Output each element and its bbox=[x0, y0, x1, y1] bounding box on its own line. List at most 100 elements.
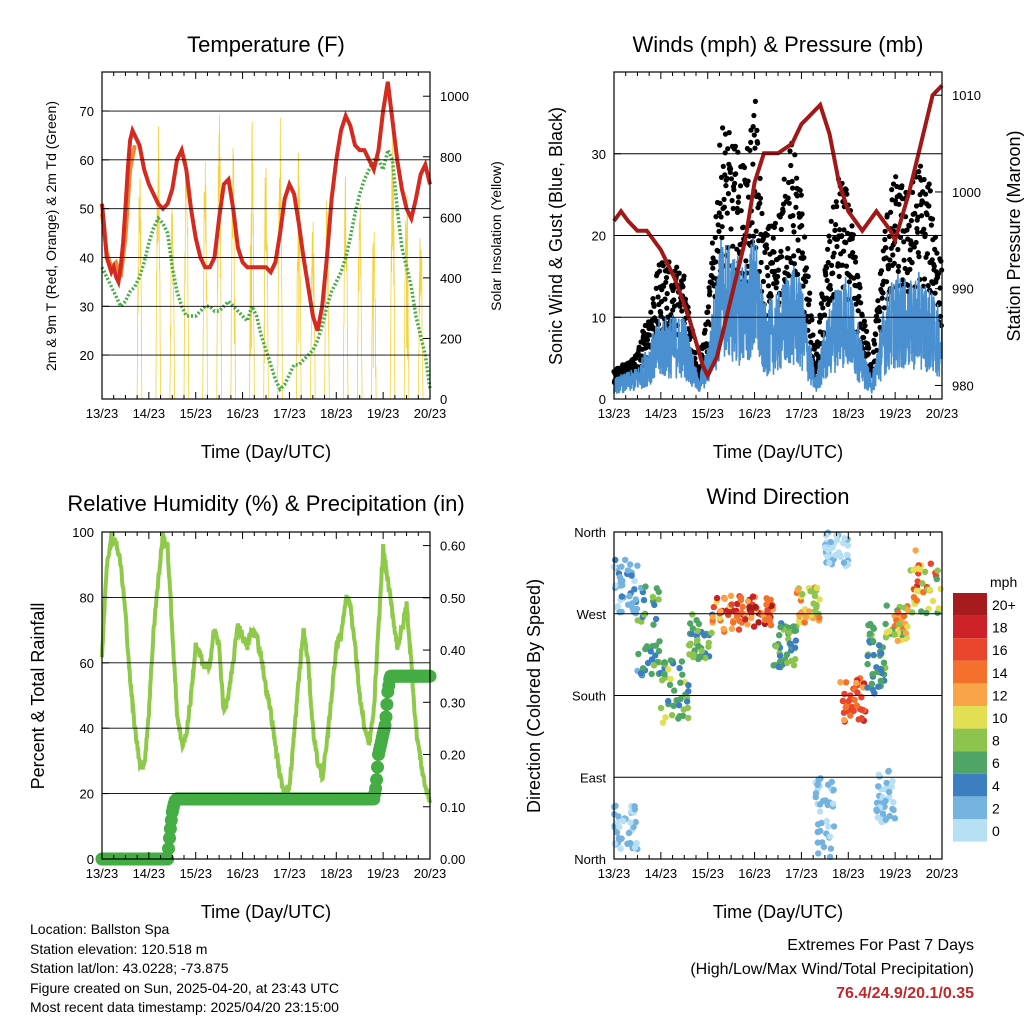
legend-title: mph bbox=[990, 574, 1017, 590]
direction-point bbox=[622, 556, 629, 564]
direction-point bbox=[900, 612, 908, 620]
gust-point bbox=[735, 199, 741, 205]
direction-point bbox=[624, 840, 631, 847]
direction-point bbox=[842, 679, 850, 686]
gust-point bbox=[715, 222, 721, 228]
direction-point bbox=[807, 588, 814, 595]
rh-ytick-label: 0 bbox=[87, 852, 94, 867]
location-text: Location: Ballston Spa bbox=[30, 921, 170, 937]
direction-point bbox=[625, 829, 633, 837]
direction-point bbox=[883, 629, 890, 636]
gust-point bbox=[843, 263, 850, 269]
gust-point bbox=[789, 178, 795, 184]
gust-point bbox=[809, 317, 815, 323]
gust-point bbox=[728, 176, 735, 182]
gust-point bbox=[921, 276, 928, 282]
winds-title: Winds (mph) & Pressure (mb) bbox=[633, 32, 924, 57]
direction-point bbox=[913, 587, 920, 594]
gust-point bbox=[893, 174, 899, 180]
direction-point bbox=[882, 797, 889, 805]
gust-point bbox=[857, 321, 864, 327]
gust-point bbox=[889, 187, 895, 193]
gust-point bbox=[712, 234, 718, 241]
gust-point bbox=[832, 227, 838, 233]
temperature-ylabel-right: Solar Insolation (Yellow) bbox=[488, 161, 504, 311]
gust-point bbox=[679, 308, 685, 314]
direction-point bbox=[840, 559, 848, 566]
direction-point bbox=[705, 639, 712, 646]
gust-point bbox=[791, 229, 797, 235]
gust-point bbox=[751, 233, 757, 239]
direction-xtick-label: 20/23 bbox=[926, 866, 959, 881]
wind-ytick-label: 20 bbox=[592, 229, 606, 244]
speed-legend: 20+ 18 16 14 12 10 8 6 4 2 0 bbox=[953, 593, 1016, 842]
gust-point bbox=[663, 279, 669, 285]
legend-swatch bbox=[953, 593, 987, 616]
direction-ytick-label: North bbox=[574, 852, 606, 867]
gust-point bbox=[876, 318, 882, 324]
direction-point bbox=[689, 611, 696, 618]
gust-point bbox=[895, 246, 901, 253]
direction-series bbox=[610, 529, 944, 861]
direction-point bbox=[921, 568, 929, 575]
direction-point bbox=[791, 644, 799, 651]
gust-point bbox=[909, 260, 915, 266]
direction-point bbox=[822, 532, 830, 539]
gust-point bbox=[919, 213, 925, 219]
direction-point bbox=[830, 800, 837, 807]
direction-point bbox=[868, 680, 876, 687]
temperature-xlabel: Time (Day/UTC) bbox=[201, 442, 331, 462]
created-text: Figure created on Sun, 2025-04-20, at 23… bbox=[30, 979, 339, 996]
direction-point bbox=[777, 623, 784, 631]
gust-point bbox=[710, 265, 716, 271]
gust-point bbox=[841, 227, 847, 233]
gust-point bbox=[856, 293, 862, 300]
direction-point bbox=[864, 660, 871, 668]
direction-point bbox=[882, 634, 890, 641]
gust-point bbox=[927, 188, 933, 194]
direction-point bbox=[820, 797, 827, 804]
gust-point bbox=[787, 255, 793, 261]
direction-point bbox=[786, 640, 793, 647]
direction-xtick-label: 17/23 bbox=[785, 866, 818, 881]
temp-xtick-label: 15/23 bbox=[179, 406, 212, 421]
direction-point bbox=[841, 690, 848, 698]
direction-point bbox=[803, 613, 810, 621]
gust-point bbox=[924, 251, 931, 257]
temp-ytick-label: 40 bbox=[80, 250, 94, 265]
precip-point bbox=[162, 842, 175, 856]
gust-point bbox=[762, 249, 768, 255]
direction-point bbox=[858, 706, 865, 713]
gust-point bbox=[651, 303, 657, 309]
direction-point bbox=[918, 608, 925, 615]
temp-xtick-label: 18/23 bbox=[320, 406, 353, 421]
gust-point bbox=[765, 283, 772, 289]
direction-point bbox=[626, 593, 633, 600]
rh-xtick-label: 17/23 bbox=[273, 866, 306, 881]
direction-point bbox=[678, 658, 686, 665]
temp-ytick-label: 50 bbox=[80, 202, 94, 217]
gust-point bbox=[803, 265, 810, 271]
recent-text: Most recent data timestamp: 2025/04/20 2… bbox=[30, 999, 339, 1015]
gust-point bbox=[915, 229, 921, 235]
gust-point bbox=[713, 214, 719, 220]
direction-point bbox=[926, 586, 934, 593]
gust-point bbox=[929, 257, 935, 263]
direction-point bbox=[709, 613, 716, 620]
gust-point bbox=[844, 191, 850, 197]
direction-point bbox=[667, 675, 674, 683]
gust-point bbox=[749, 220, 755, 226]
gust-point bbox=[926, 181, 932, 187]
gust-point bbox=[749, 239, 756, 245]
direction-point bbox=[683, 698, 691, 705]
gust-point bbox=[755, 140, 761, 146]
direction-point bbox=[685, 682, 692, 689]
gust-point bbox=[790, 185, 796, 191]
direction-point bbox=[875, 783, 882, 790]
direction-point bbox=[880, 659, 888, 666]
gust-point bbox=[926, 203, 932, 209]
direction-point bbox=[841, 716, 848, 724]
direction-point bbox=[822, 544, 829, 551]
gust-point bbox=[880, 290, 886, 296]
gust-point bbox=[725, 191, 732, 197]
